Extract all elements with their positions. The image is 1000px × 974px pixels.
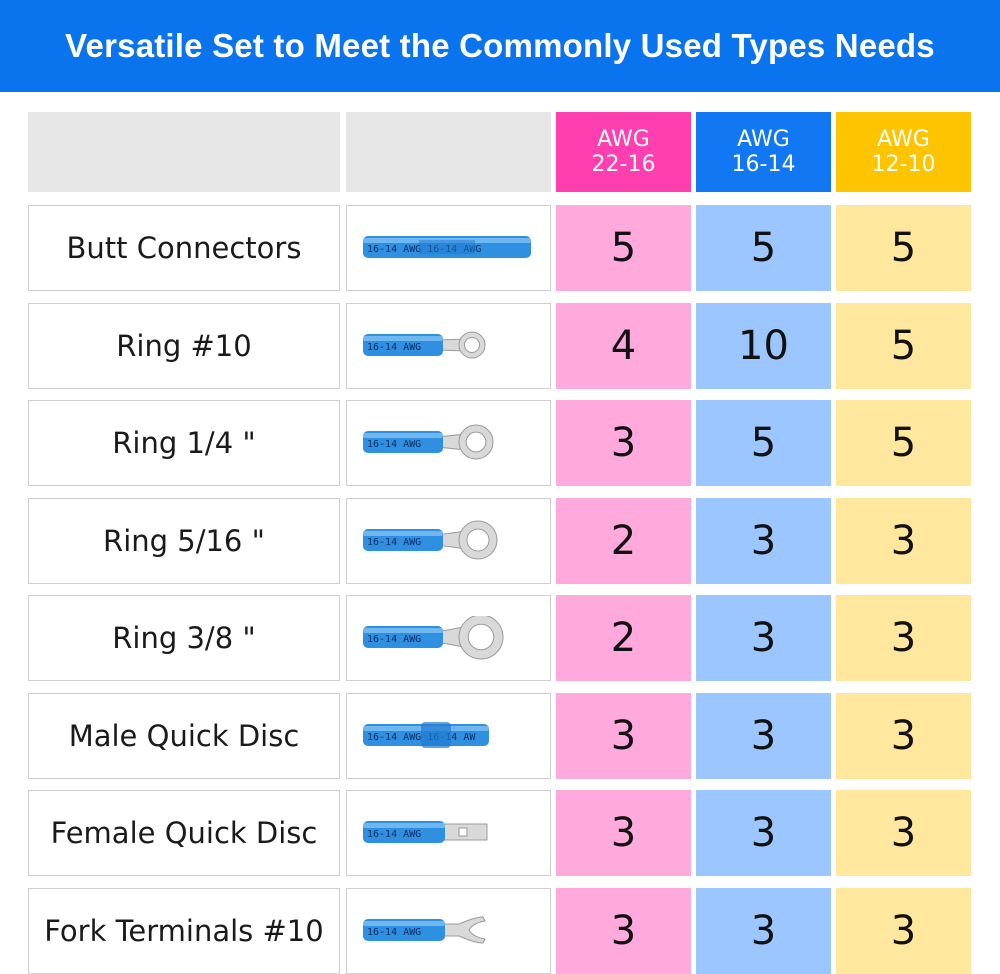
svg-text:16-14 AWG: 16-14 AWG [367, 829, 421, 840]
quantity-cell: 5 [836, 303, 971, 389]
quantity-cell: 3 [836, 888, 971, 974]
svg-text:16-14 AWG: 16-14 AWG [367, 927, 421, 938]
quantity-cell: 3 [556, 400, 691, 486]
svg-text:16-14 AWG: 16-14 AWG [367, 634, 421, 645]
terminal-image-cell: 16-14 AWG 16-14 AW [346, 693, 551, 779]
terminal-image-cell: 16-14 AWG [346, 790, 551, 876]
banner: Versatile Set to Meet the Commonly Used … [0, 0, 1000, 92]
terminal-type-label: Ring #10 [28, 303, 340, 389]
banner-title: Versatile Set to Meet the Commonly Used … [65, 27, 935, 64]
terminal-image-cell: 16-14 AWG 16-14 AWG [346, 205, 551, 291]
terminal-type-label: Female Quick Disc [28, 790, 340, 876]
terminal-type-label: Fork Terminals #10 [28, 888, 340, 974]
quantity-cell: 10 [696, 303, 831, 389]
terminal-image-cell: 16-14 AWG [346, 498, 551, 584]
awg-header-line1: AWG [737, 127, 790, 152]
terminal-image-cell: 16-14 AWG [346, 888, 551, 974]
quantity-cell: 5 [556, 205, 691, 291]
terminal-image-cell: 16-14 AWG [346, 595, 551, 681]
terminal-image-cell: 16-14 AWG [346, 303, 551, 389]
awg-header-line1: AWG [597, 127, 650, 152]
ring-terminal-icon: 16-14 AWG [362, 520, 497, 560]
quantity-cell: 5 [836, 205, 971, 291]
awg-column-header: AWG 12-10 [836, 112, 971, 192]
ring-terminal-icon: 16-14 AWG [362, 424, 493, 460]
quantity-cell: 3 [696, 790, 831, 876]
ring-terminal-icon: 16-14 AWG [362, 616, 503, 660]
quantity-cell: 5 [836, 400, 971, 486]
svg-text:16-14 AWG: 16-14 AWG [367, 342, 421, 353]
quantity-cell: 5 [696, 205, 831, 291]
quantity-cell: 3 [836, 693, 971, 779]
awg-column-header: AWG 16-14 [696, 112, 831, 192]
quantity-cell: 3 [836, 498, 971, 584]
header-blank-cell [346, 112, 551, 192]
svg-text:16-14 AWG: 16-14 AWG [367, 439, 421, 450]
quantity-cell: 3 [556, 693, 691, 779]
awg-header-line1: AWG [877, 127, 930, 152]
fork-terminal-icon: 16-14 AWG [362, 916, 486, 944]
terminal-type-label: Ring 3/8 " [28, 595, 340, 681]
quantity-cell: 3 [836, 790, 971, 876]
quantity-cell: 3 [556, 888, 691, 974]
quantity-cell: 2 [556, 595, 691, 681]
quantity-cell: 5 [696, 400, 831, 486]
quantity-cell: 2 [556, 498, 691, 584]
header-blank-cell [28, 112, 340, 192]
quantity-cell: 3 [696, 595, 831, 681]
ring-terminal-icon: 16-14 AWG [362, 331, 485, 359]
awg-column-header: AWG 22-16 [556, 112, 691, 192]
quantity-cell: 4 [556, 303, 691, 389]
awg-header-range: 22-16 [591, 152, 656, 177]
terminal-image-cell: 16-14 AWG [346, 400, 551, 486]
awg-header-range: 16-14 [731, 152, 796, 177]
quantity-cell: 3 [556, 790, 691, 876]
quantity-cell: 3 [696, 498, 831, 584]
svg-text:16-14 AWG: 16-14 AWG [367, 537, 421, 548]
quantity-cell: 3 [696, 693, 831, 779]
quantity-cell: 3 [696, 888, 831, 974]
male-quick-disconnect-icon: 16-14 AWG 16-14 AW [362, 722, 489, 748]
terminal-type-label: Ring 5/16 " [28, 498, 340, 584]
quantity-cell: 3 [836, 595, 971, 681]
butt-connector-icon: 16-14 AWG 16-14 AWG [362, 236, 531, 258]
terminal-type-label: Ring 1/4 " [28, 400, 340, 486]
terminal-type-label: Male Quick Disc [28, 693, 340, 779]
awg-header-range: 12-10 [871, 152, 936, 177]
terminal-type-label: Butt Connectors [28, 205, 340, 291]
female-quick-disconnect-icon: 16-14 AWG [362, 821, 487, 843]
